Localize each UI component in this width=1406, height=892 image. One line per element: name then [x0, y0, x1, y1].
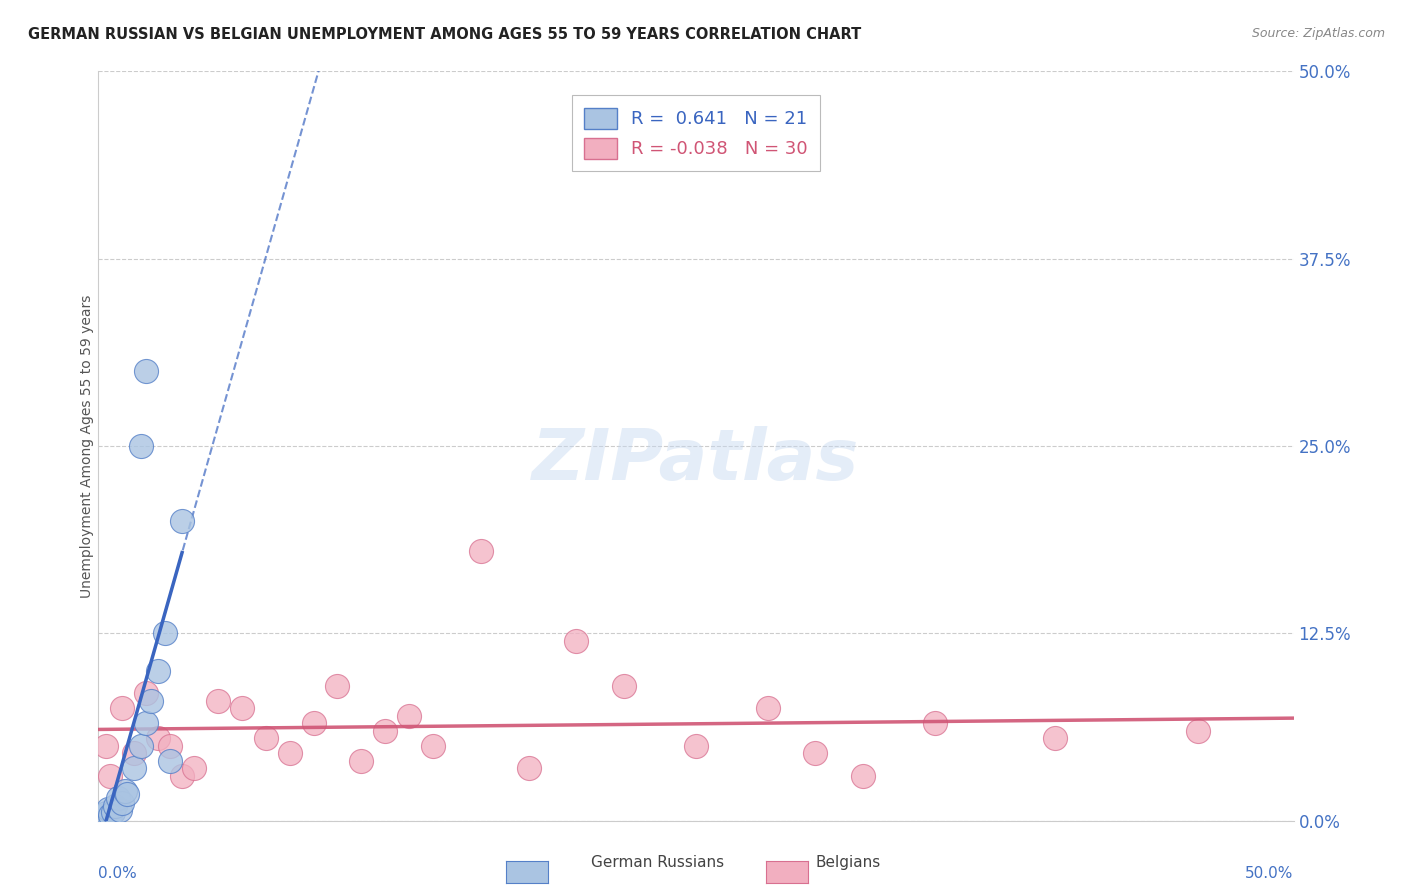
Point — [97, 802, 120, 816]
Point — [302, 716, 325, 731]
Point — [1187, 723, 1209, 738]
Point — [131, 439, 153, 453]
Point — [148, 731, 170, 746]
Point — [254, 731, 277, 746]
Point — [278, 746, 301, 760]
Text: 50.0%: 50.0% — [1246, 865, 1294, 880]
Point — [135, 364, 157, 378]
Text: German Russians: German Russians — [591, 855, 724, 870]
Point — [565, 633, 588, 648]
Text: Source: ZipAtlas.com: Source: ZipAtlas.com — [1251, 27, 1385, 40]
Point — [374, 723, 396, 738]
Text: GERMAN RUSSIAN VS BELGIAN UNEMPLOYMENT AMONG AGES 55 TO 59 YEARS CORRELATION CHA: GERMAN RUSSIAN VS BELGIAN UNEMPLOYMENT A… — [28, 27, 862, 42]
Point — [756, 701, 779, 715]
Point — [470, 544, 492, 558]
Point — [852, 769, 875, 783]
Point — [139, 694, 162, 708]
Point — [231, 701, 253, 715]
Point — [98, 807, 122, 822]
Text: ZIPatlas: ZIPatlas — [533, 426, 859, 495]
Y-axis label: Unemployment Among Ages 55 to 59 years: Unemployment Among Ages 55 to 59 years — [80, 294, 94, 598]
Point — [148, 664, 170, 678]
Point — [159, 754, 181, 768]
Point — [124, 746, 146, 760]
Point — [124, 761, 146, 775]
Point — [172, 514, 194, 528]
Point — [91, 809, 114, 823]
Point — [350, 754, 373, 768]
Point — [111, 701, 134, 715]
Point — [613, 679, 636, 693]
Point — [172, 769, 194, 783]
Point — [422, 739, 444, 753]
Point — [155, 626, 177, 640]
Point — [326, 679, 349, 693]
Point — [135, 686, 157, 700]
Point — [517, 761, 540, 775]
Point — [101, 805, 124, 819]
Point — [398, 708, 420, 723]
Point — [924, 716, 946, 731]
Point — [104, 798, 127, 813]
Point — [98, 769, 122, 783]
Point — [159, 739, 181, 753]
Point — [183, 761, 205, 775]
Point — [94, 806, 117, 821]
Point — [115, 787, 138, 801]
Point — [114, 783, 136, 797]
Point — [107, 791, 129, 805]
Point — [207, 694, 229, 708]
Point — [1043, 731, 1066, 746]
Point — [804, 746, 827, 760]
Legend: R =  0.641   N = 21, R = -0.038   N = 30: R = 0.641 N = 21, R = -0.038 N = 30 — [572, 95, 820, 171]
Point — [94, 739, 117, 753]
Point — [131, 739, 153, 753]
Point — [685, 739, 707, 753]
Point — [108, 803, 131, 817]
Text: Belgians: Belgians — [815, 855, 880, 870]
Point — [135, 716, 157, 731]
Point — [111, 796, 134, 810]
Text: 0.0%: 0.0% — [98, 865, 138, 880]
